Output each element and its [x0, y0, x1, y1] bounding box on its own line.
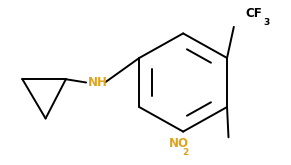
Text: CF: CF: [245, 7, 262, 20]
Text: NO: NO: [169, 137, 189, 150]
Text: NH: NH: [88, 76, 108, 89]
Text: 2: 2: [182, 148, 189, 157]
Text: 3: 3: [263, 18, 270, 27]
